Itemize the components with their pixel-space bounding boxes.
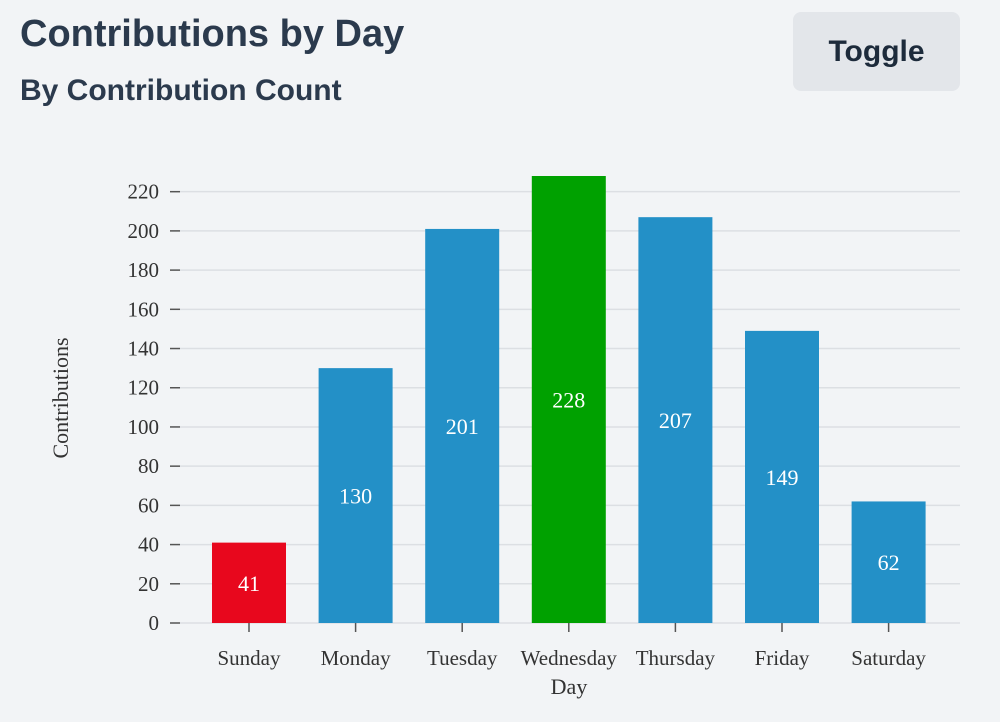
bar-wednesday[interactable] — [531, 176, 606, 623]
x-tick-label: Tuesday — [427, 646, 498, 670]
bar-monday[interactable] — [318, 368, 393, 623]
bar-tuesday[interactable] — [425, 228, 500, 623]
y-tick-label: 80 — [138, 454, 159, 478]
y-axis-title: Contributions — [48, 337, 73, 458]
x-tick-label: Thursday — [636, 646, 716, 670]
x-tick-label: Friday — [755, 646, 810, 670]
y-tick-label: 60 — [138, 493, 159, 517]
y-tick-label: 200 — [128, 219, 160, 243]
y-tick-label: 160 — [128, 297, 160, 321]
bar-value-label: 207 — [659, 408, 692, 433]
bars — [212, 176, 926, 623]
bar-value-label: 149 — [766, 465, 799, 490]
toggle-button[interactable]: Toggle — [793, 12, 960, 91]
x-tick-label: Saturday — [851, 646, 926, 670]
bar-value-label: 228 — [552, 388, 585, 413]
y-tick-label: 220 — [128, 180, 160, 204]
y-axis: 0 20 40 60 80 100 120 140 160 180 200 220 — [128, 180, 180, 635]
bar-value-label: 130 — [339, 484, 372, 509]
y-tick-label: 100 — [128, 415, 160, 439]
page-title: Contributions by Day — [20, 13, 405, 55]
bar-value-label: 41 — [238, 571, 260, 596]
page-subtitle: By Contribution Count — [20, 74, 342, 107]
bar-sunday[interactable] — [212, 542, 286, 623]
y-tick-label: 180 — [128, 258, 160, 282]
bar-thursday[interactable] — [638, 217, 713, 623]
y-tick-label: 0 — [149, 611, 160, 635]
bar-friday[interactable] — [745, 330, 819, 623]
x-axis-title: Day — [551, 674, 588, 699]
x-axis: Sunday Monday Tuesday Wednesday Thursday Frid… — [218, 623, 926, 670]
bar-value-label: 62 — [878, 550, 900, 575]
bar-saturday[interactable] — [851, 501, 926, 623]
x-tick-label: Sunday — [218, 646, 282, 670]
bar-value-label: 201 — [446, 414, 479, 439]
bar-labels: 41 130 201 228 207 149 62 — [238, 388, 900, 596]
x-tick-label: Wednesday — [521, 646, 618, 670]
x-tick-label: Monday — [321, 646, 391, 670]
y-tick-label: 40 — [138, 533, 159, 557]
y-tick-label: 20 — [138, 572, 159, 596]
y-tick-label: 140 — [128, 337, 160, 361]
y-tick-label: 120 — [128, 376, 160, 400]
